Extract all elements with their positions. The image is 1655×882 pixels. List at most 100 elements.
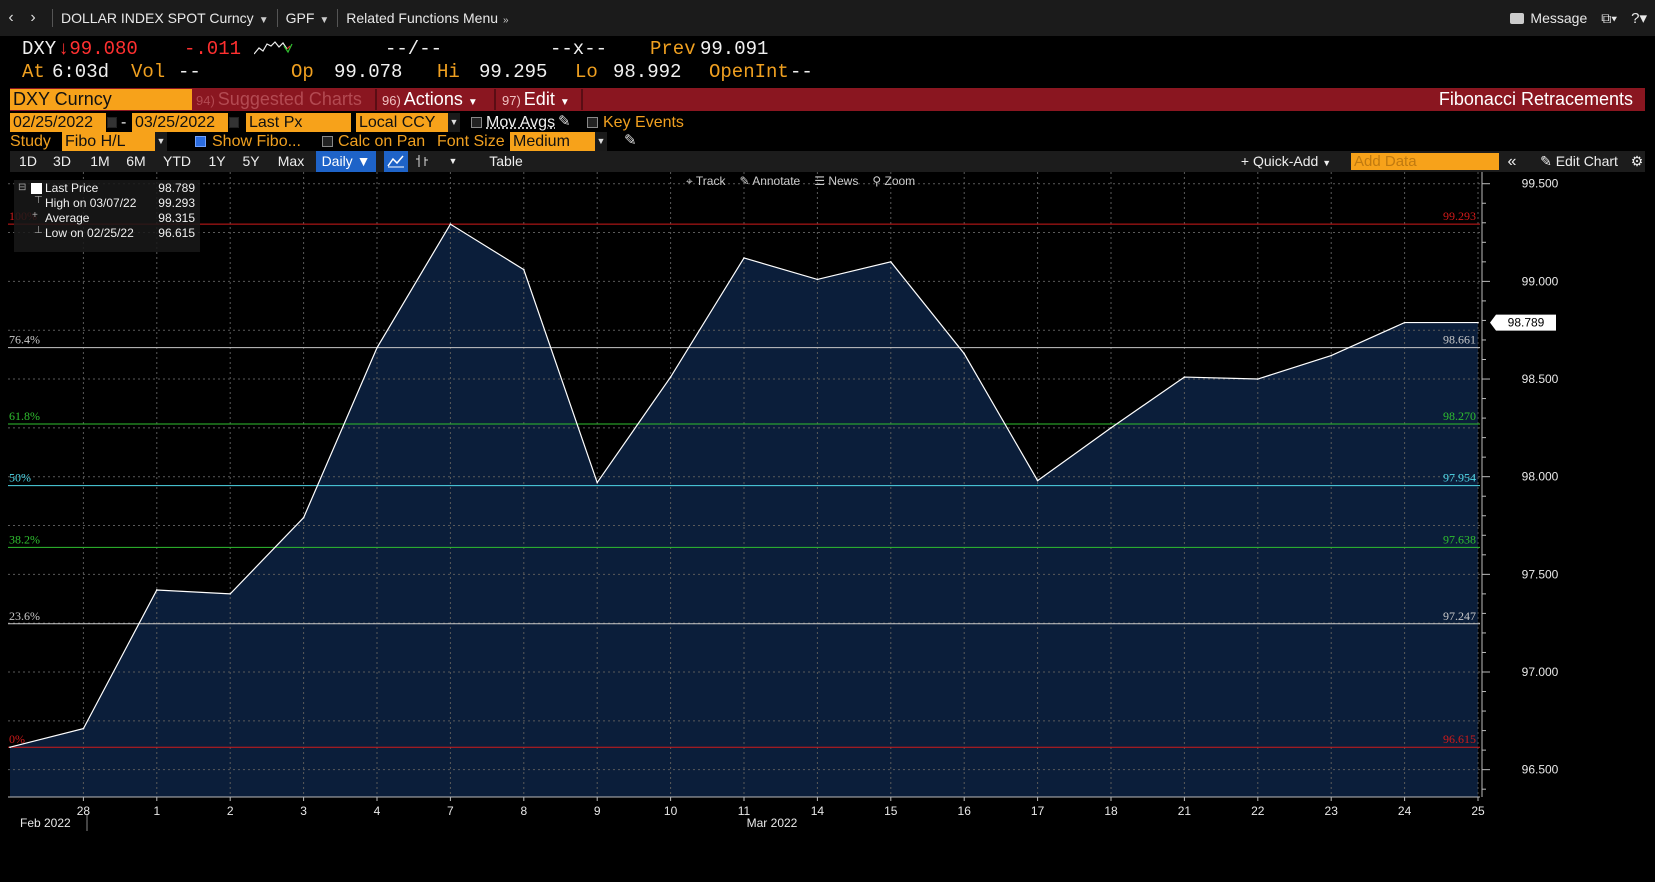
x-axis-tick-label: 17 (1031, 804, 1045, 818)
fibonacci-value-label: 97.954 (1443, 471, 1476, 485)
collapse-icon[interactable]: ⊟ (18, 182, 27, 193)
annotate-icon: ✎ (739, 174, 750, 188)
x-axis-tick-label: 11 (738, 804, 751, 818)
chart-canvas[interactable]: 10 0% 99.293 76.4% 98.661 61.8% 98.270 50% 97.95… (0, 172, 1655, 882)
legend-average-label: Average (45, 211, 90, 225)
price-point (1183, 376, 1186, 378)
ticker-symbol: DXY (22, 38, 57, 60)
related-functions-menu[interactable]: Related Functions Menu » (346, 10, 508, 26)
period-select[interactable]: Daily ▼ (316, 151, 376, 172)
x-axis-tick-label: 22 (1251, 804, 1265, 818)
price-point (1036, 479, 1039, 482)
volume-label: Vol (131, 61, 166, 83)
chevron-down-icon[interactable]: ▼ (595, 132, 607, 151)
calendar-icon[interactable] (107, 117, 117, 128)
security-input[interactable]: DXY Curncy (10, 89, 192, 110)
forward-arrow-icon[interactable]: › (30, 9, 36, 26)
prev-close: 99.091 (700, 38, 769, 60)
collapse-double-left-icon[interactable]: « (1507, 153, 1517, 170)
volume-value: -- (178, 61, 201, 83)
open-interest-label: OpenInt (709, 61, 789, 83)
low-marker-icon: ⊥ (34, 225, 43, 236)
window-options-icon[interactable]: ⧉▾ (1601, 9, 1618, 26)
key-events-checkbox[interactable] (587, 117, 598, 128)
table-button[interactable]: Table (489, 153, 523, 169)
security-menu[interactable]: DOLLAR INDEX SPOT Curncy ▼ (61, 10, 269, 26)
time-label: At (22, 61, 45, 83)
calc-on-pan-label[interactable]: Calc on Pan (338, 133, 426, 150)
topbar-right: Message ⧉▾ ?▾ (1510, 0, 1647, 36)
back-arrow-icon[interactable]: ‹ (8, 9, 14, 26)
function-label: GPF (285, 10, 315, 26)
chart-tools: ⌖ Track ✎ Annotate ☰ News ⚲ Zoom (686, 174, 915, 189)
annotate-tool[interactable]: ✎ Annotate (739, 174, 800, 189)
menu-bar (10, 88, 1645, 111)
help-icon[interactable]: ?▾ (1631, 10, 1647, 27)
range-1d-button[interactable]: 1D (19, 153, 37, 169)
range-3d-button[interactable]: 3D (53, 153, 71, 169)
gear-icon[interactable]: ⚙ (1630, 153, 1644, 169)
font-size-select[interactable]: Medium (510, 132, 595, 151)
caret-down-icon: ▼ (319, 15, 330, 26)
open-label: Op (291, 61, 314, 83)
chart-type-dropdown[interactable]: ▼ (448, 156, 458, 166)
bar-chart-icon[interactable] (412, 151, 432, 172)
envelope-icon (1510, 13, 1525, 24)
range-ytd-button[interactable]: YTD (163, 153, 191, 169)
calc-on-pan-checkbox[interactable] (322, 136, 333, 147)
mov-avgs-label[interactable]: Mov Avgs (486, 114, 556, 131)
x-axis-tick-label: 21 (1178, 804, 1192, 818)
actions-menu[interactable]: 96) Actions ▼ (382, 89, 478, 113)
edit-chart-button[interactable]: ✎ Edit Chart (1527, 151, 1631, 172)
pencil-icon[interactable]: ✎ (624, 132, 637, 149)
legend-high: High on 03/07/22 99.293 (45, 195, 195, 211)
chart-legend[interactable]: ⊟ Last Price 98.789 ⊤ High on 03/07/22 99.… (14, 180, 200, 252)
chart-title: Fibonacci Retracements (1438, 89, 1633, 109)
currency-select[interactable]: Local CCY (356, 113, 448, 132)
price-field-select[interactable]: Last Px (246, 113, 351, 132)
start-date-input[interactable]: 02/25/2022 (10, 113, 106, 132)
show-fibo-checkbox[interactable] (195, 136, 206, 147)
range-max-button[interactable]: Max (277, 153, 305, 169)
price-point (1110, 427, 1112, 429)
quick-add-button[interactable]: + Quick-Add ▼ (1240, 153, 1332, 169)
news-tool[interactable]: ☰ News (814, 174, 858, 189)
price-chart[interactable]: 10 0% 99.293 76.4% 98.661 61.8% 98.270 50% 97.95… (0, 172, 1655, 882)
key-events-label[interactable]: Key Events (603, 114, 684, 131)
fibonacci-value-label: 97.638 (1443, 532, 1476, 546)
quick-add-label: Quick-Add (1252, 153, 1319, 169)
pencil-icon[interactable]: ✎ (558, 113, 571, 130)
price-point (1330, 354, 1332, 357)
legend-last-price: Last Price 98.789 (45, 180, 195, 196)
show-fibo-label[interactable]: Show Fibo... (212, 133, 301, 150)
edit-menu[interactable]: 97) Edit ▼ (502, 89, 570, 113)
function-menu[interactable]: GPF ▼ (286, 10, 330, 26)
prev-label: Prev (650, 38, 696, 60)
suggested-charts-menu[interactable]: 94) Suggested Charts (196, 89, 362, 111)
range-1y-button[interactable]: 1Y (208, 153, 226, 169)
y-axis-tick-label: 99.000 (1522, 274, 1559, 288)
study-label: Study (10, 133, 51, 150)
chevron-down-icon[interactable]: ▼ (448, 113, 460, 132)
price-point (449, 223, 452, 225)
add-data-input[interactable]: Add Data (1351, 153, 1499, 170)
magnifier-icon: ⚲ (872, 174, 882, 188)
legend-last-value: 98.789 (158, 181, 195, 195)
line-chart-icon[interactable] (384, 151, 408, 172)
range-1m-button[interactable]: 1M (90, 153, 110, 169)
last-price-swatch (31, 183, 42, 194)
fibonacci-percent-label: 23.6% (9, 609, 40, 623)
chevron-down-icon[interactable]: ▼ (155, 132, 167, 151)
range-6m-button[interactable]: 6M (126, 153, 146, 169)
study-select[interactable]: Fibo H/L (62, 132, 155, 151)
x-axis-tick-label: 18 (1104, 804, 1118, 818)
mov-avgs-checkbox[interactable] (471, 117, 482, 128)
price-point (596, 481, 598, 484)
range-5y-button[interactable]: 5Y (242, 153, 260, 169)
end-date-input[interactable]: 03/25/2022 (132, 113, 228, 132)
calendar-icon[interactable] (229, 117, 239, 128)
track-tool[interactable]: ⌖ Track (686, 174, 725, 189)
zoom-tool[interactable]: ⚲ Zoom (872, 174, 915, 189)
message-button[interactable]: Message (1510, 10, 1587, 26)
related-functions-label: Related Functions Menu (346, 10, 499, 26)
